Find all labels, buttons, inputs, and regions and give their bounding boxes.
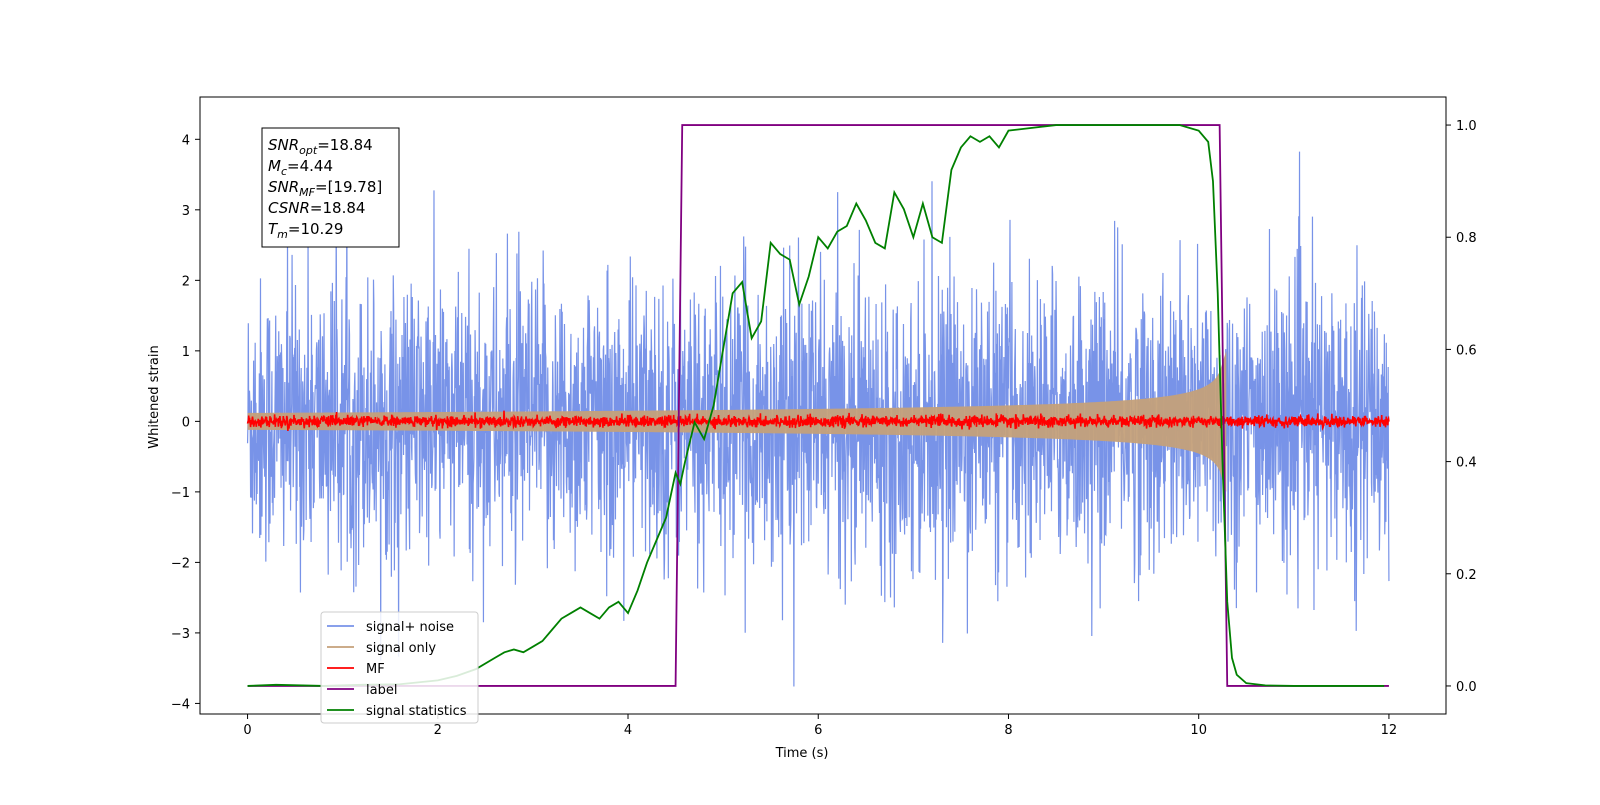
y-tick-label: −2 (171, 556, 190, 571)
y-tick-label: 3 (182, 204, 190, 219)
legend-entry: signal+ noise (366, 620, 454, 635)
annotation-value: =[19.78] (315, 178, 382, 196)
y2-tick-label: 0.2 (1456, 568, 1477, 583)
annotation-symbol: SNR (268, 178, 299, 196)
annotation-symbol: SNR (268, 136, 299, 154)
annotation-line: CSNR=18.84 (268, 199, 365, 217)
y2-tick-label: 1.0 (1456, 119, 1477, 134)
y-tick-label: 2 (182, 274, 190, 289)
y-tick-label: 0 (182, 415, 190, 430)
annotation-value: =10.29 (288, 220, 344, 238)
legend: signal+ noise signal only MF label signal st… (320, 611, 479, 724)
annotation-line: Mc=4.44 (268, 157, 333, 178)
annotation-value: =4.44 (287, 157, 333, 175)
annotation-symbol: T (268, 220, 279, 238)
series-signal-noise (246, 151, 1390, 687)
series-label (247, 124, 1389, 687)
x-tick-label: 6 (814, 723, 822, 738)
stats-annotation-box: SNRopt=18.84Mc=4.44SNRMF=[19.78]CSNR=18.… (261, 127, 400, 248)
x-tick-label: 10 (1190, 723, 1207, 738)
y-tick-label: −3 (171, 627, 190, 642)
annotation-line: SNRopt=18.84 (268, 136, 373, 157)
y2-tick-label: 0.8 (1456, 231, 1477, 246)
legend-entry: signal only (366, 641, 436, 656)
series-signal-statistics (247, 124, 1385, 687)
annotation-line: SNRMF=[19.78] (268, 178, 382, 199)
annotation-frame (261, 127, 400, 248)
plot-content (246, 124, 1390, 687)
y-tick-label: −4 (171, 697, 190, 712)
legend-entry: label (366, 683, 397, 698)
y2-tick-label: 0.4 (1456, 456, 1477, 471)
x-axis-label: Time (s) (775, 746, 829, 761)
x-tick-label: 12 (1381, 723, 1398, 738)
legend-entry: signal statistics (366, 704, 467, 719)
plot-frame (199, 96, 1447, 715)
x-tick-label: 0 (243, 723, 251, 738)
annotation-subscript: c (281, 165, 287, 178)
annotation-subscript: opt (299, 144, 318, 157)
annotation-subscript: m (277, 228, 288, 241)
legend-entry: MF (366, 662, 385, 677)
x-tick-label: 8 (1004, 723, 1012, 738)
x-tick-label: 4 (624, 723, 632, 738)
annotation-symbol: M (268, 157, 281, 175)
annotation-symbol: CSNR (268, 199, 310, 217)
y-tick-label: 4 (182, 133, 190, 148)
annotation-value: =18.84 (317, 136, 373, 154)
annotation-line: Tm=10.29 (268, 220, 343, 241)
y-axis-label: Whitened strain (147, 345, 162, 448)
legend-frame (320, 611, 479, 724)
series-mf (246, 410, 1390, 432)
annotation-value: =18.84 (310, 199, 366, 217)
y-tick-label: −1 (171, 486, 190, 501)
y-tick-label: 1 (182, 345, 190, 360)
y2-tick-label: 0.0 (1456, 680, 1477, 695)
annotation-subscript: MF (299, 186, 315, 199)
x-tick-label: 2 (434, 723, 442, 738)
y2-tick-label: 0.6 (1456, 343, 1477, 358)
